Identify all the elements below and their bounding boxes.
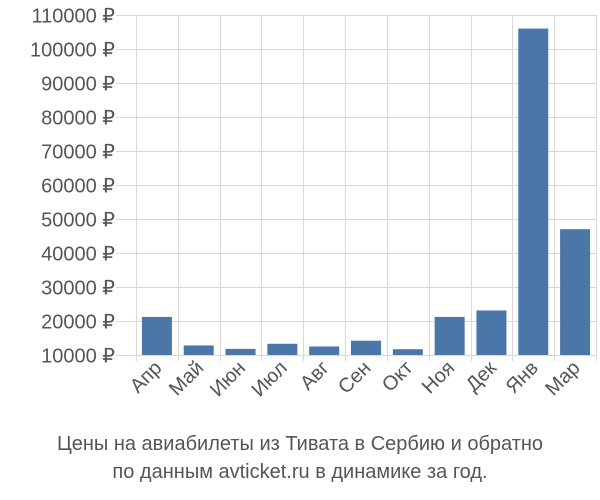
x-tick-label: Окт	[378, 357, 417, 396]
x-tick-label: Дек	[462, 357, 501, 396]
bar	[434, 316, 465, 355]
y-tick-label: 100000 ₽	[30, 40, 115, 62]
caption-line-2: по данным avticket.ru в динамике за год.	[112, 461, 488, 483]
bar	[518, 28, 549, 355]
x-tick-label: Апр	[126, 357, 167, 398]
x-tick-label: Май	[165, 357, 208, 400]
bar	[560, 229, 591, 355]
x-tick-label: Июн	[206, 357, 250, 401]
x-tick-label: Мар	[541, 357, 584, 400]
bar	[183, 345, 214, 355]
y-tick-label: 80000 ₽	[41, 108, 115, 130]
bar	[141, 316, 172, 355]
y-tick-label: 50000 ₽	[41, 210, 115, 232]
bar-chart: 10000 ₽ 20000 ₽ 30000 ₽ 40000 ₽ 50000 ₽ 60000…	[30, 6, 597, 401]
bar	[392, 349, 423, 355]
bar	[351, 340, 381, 355]
bar	[225, 348, 256, 355]
bar	[476, 310, 507, 355]
bar	[309, 346, 340, 355]
bars	[141, 28, 591, 355]
caption-line-1: Цены на авиабилеты из Тивата в Сербию и …	[56, 433, 544, 455]
chart-caption: Цены на авиабилеты из Тивата в Сербию и …	[0, 430, 600, 486]
y-tick-label: 10000 ₽	[41, 346, 115, 368]
x-tick-label: Июл	[248, 357, 292, 401]
y-tick-labels: 10000 ₽ 20000 ₽ 30000 ₽ 40000 ₽ 50000 ₽ 60000…	[30, 6, 115, 368]
y-tick-label: 30000 ₽	[41, 278, 115, 300]
x-tick-label: Сен	[334, 357, 375, 398]
bar	[267, 343, 298, 355]
grid-lines	[116, 15, 597, 361]
x-tick-label: Ноя	[418, 357, 459, 398]
y-tick-label: 40000 ₽	[41, 244, 115, 266]
x-tick-label: Янв	[502, 357, 543, 398]
y-tick-label: 90000 ₽	[41, 74, 115, 96]
y-tick-label: 20000 ₽	[41, 312, 115, 334]
y-tick-label: 70000 ₽	[41, 142, 115, 164]
x-tick-label: Авг	[296, 357, 334, 395]
y-tick-label: 60000 ₽	[41, 176, 115, 198]
y-tick-label: 110000 ₽	[31, 6, 115, 28]
